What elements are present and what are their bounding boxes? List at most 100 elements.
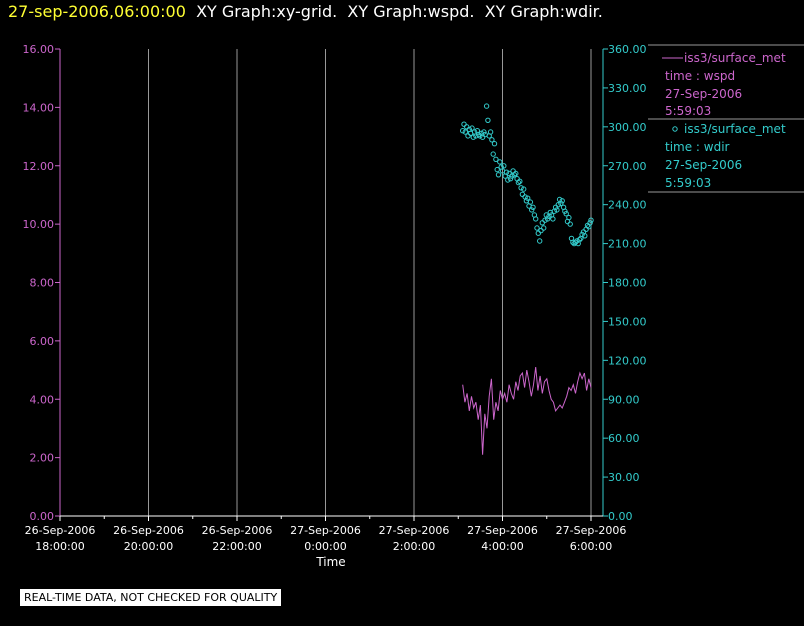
graph-title-wspd: XY Graph:wspd.	[347, 2, 475, 21]
x-tick-date-3: 27-Sep-2006	[290, 524, 361, 537]
axes	[59, 49, 604, 517]
wdir-point	[588, 217, 594, 223]
wdir-point	[521, 186, 527, 192]
wdir-point	[469, 125, 475, 131]
left-tick-label-6: 12.00	[23, 160, 55, 173]
right-tick-label-7: 210.00	[608, 238, 647, 251]
wdir-point	[539, 220, 545, 226]
wdir-point	[470, 134, 476, 140]
wdir-point	[535, 230, 541, 236]
left-tick-label-8: 16.00	[23, 43, 55, 56]
x-tick-date-4: 27-Sep-2006	[379, 524, 450, 537]
series	[460, 103, 594, 455]
wdir-point	[497, 159, 503, 165]
wdir-point	[517, 178, 523, 185]
wdir-point	[477, 133, 483, 139]
x-tick-time-2: 22:00:00	[212, 540, 261, 553]
graph-title-wdir: XY Graph:wdir.	[484, 2, 603, 21]
wdir-point	[483, 103, 490, 109]
wdir-point	[559, 198, 565, 204]
wdir-point	[491, 141, 498, 147]
wdir-point	[541, 225, 547, 231]
wdir-point	[579, 231, 585, 238]
x-tick-date-0: 26-Sep-2006	[25, 524, 96, 537]
wdir-point	[475, 131, 482, 138]
wdir-point	[505, 177, 511, 183]
x-tick-time-5: 4:00:00	[481, 540, 523, 553]
x-tick-time-4: 2:00:00	[393, 540, 435, 553]
left-axis-ticks: 0.00 2.00 4.00 6.00 8.00 10.00 12.00 14.00 16.00	[23, 43, 60, 523]
x-tick-date-6: 27-Sep-2006	[556, 524, 627, 537]
legend-wspd-name: iss3/surface_met	[684, 51, 786, 65]
timestamp: 27-sep-2006,06:00:00	[8, 2, 186, 21]
wdir-point	[533, 216, 539, 222]
legend-wdir-date: 27-Sep-2006	[665, 158, 742, 172]
wdir-point	[487, 129, 494, 135]
legend-wdir-name: iss3/surface_met	[684, 122, 786, 136]
wdir-point	[485, 117, 491, 124]
legend: iss3/surface_met time : wspd 27-Sep-2006…	[648, 44, 804, 193]
wdir-point	[465, 133, 471, 139]
legend-wspd-date: 27-Sep-2006	[665, 87, 742, 101]
wdir-point	[555, 202, 561, 208]
graph-title-xy-grid: XY Graph:xy-grid.	[196, 2, 338, 21]
left-tick-label-3: 6.00	[30, 335, 55, 348]
right-tick-label-3: 90.00	[608, 393, 640, 406]
wdir-point	[534, 225, 540, 231]
left-tick-label-1: 2.00	[30, 452, 55, 465]
x-tick-date-2: 26-Sep-2006	[202, 524, 273, 537]
x-axis-ticks: 26-Sep-2006 18:00:00 26-Sep-2006 20:00:00 26…	[25, 516, 627, 553]
right-tick-label-9: 270.00	[608, 160, 647, 173]
wdir-point	[493, 156, 499, 163]
wdir-point	[501, 163, 507, 169]
x-tick-time-3: 0:00:00	[304, 540, 346, 553]
quality-disclaimer: REAL-TIME DATA, NOT CHECKED FOR QUALITY	[20, 589, 282, 606]
right-axis-ticks: 0.00 30.00 60.00 90.00 120.00 150.00 180.00 210…	[603, 43, 647, 523]
wdir-point	[507, 176, 514, 182]
legend-wdir-time: 5:59:03	[665, 176, 711, 190]
wdir-point	[494, 166, 500, 173]
wdir-point	[509, 173, 515, 179]
wdir-point	[527, 199, 534, 205]
wdir-point	[513, 170, 519, 177]
wdir-point	[530, 204, 536, 211]
wdir-point	[544, 216, 551, 222]
wdir-point	[481, 129, 487, 135]
left-tick-label-5: 10.00	[23, 218, 55, 231]
wdir-point	[542, 217, 548, 223]
wdir-point	[550, 216, 556, 222]
wdir-series-points	[460, 103, 594, 247]
wdir-point	[582, 233, 588, 239]
right-tick-label-2: 60.00	[608, 432, 640, 445]
wdir-point	[574, 238, 580, 244]
left-tick-label-4: 8.00	[30, 277, 55, 290]
wdir-point	[461, 121, 467, 127]
x-tick-time-0: 18:00:00	[35, 540, 84, 553]
wdir-point	[563, 211, 569, 217]
right-tick-label-0: 0.00	[608, 510, 633, 523]
wdir-point	[515, 179, 522, 186]
wdir-point	[554, 207, 560, 213]
right-tick-label-5: 150.00	[608, 315, 647, 328]
wdir-point	[511, 172, 518, 178]
x-tick-date-1: 26-Sep-2006	[113, 524, 184, 537]
x-tick-date-5: 27-Sep-2006	[467, 524, 538, 537]
legend-wspd-time: 5:59:03	[665, 104, 711, 118]
wdir-point	[462, 129, 468, 135]
left-tick-label-7: 14.00	[23, 101, 55, 114]
wdir-point	[525, 195, 531, 201]
wdir-point	[587, 220, 593, 226]
wdir-point	[567, 221, 573, 227]
x-tick-time-6: 6:00:00	[570, 540, 612, 553]
x-tick-time-1: 20:00:00	[124, 540, 173, 553]
wdir-point	[529, 207, 535, 213]
wdir-point	[538, 227, 544, 234]
wdir-point	[576, 237, 583, 243]
wdir-point	[495, 172, 502, 178]
right-tick-label-11: 330.00	[608, 82, 647, 95]
left-tick-label-2: 4.00	[30, 393, 55, 406]
wspd-series-line	[462, 367, 592, 455]
wdir-point	[490, 151, 496, 157]
right-tick-label-6: 180.00	[608, 277, 647, 290]
grid-lines	[148, 49, 592, 516]
